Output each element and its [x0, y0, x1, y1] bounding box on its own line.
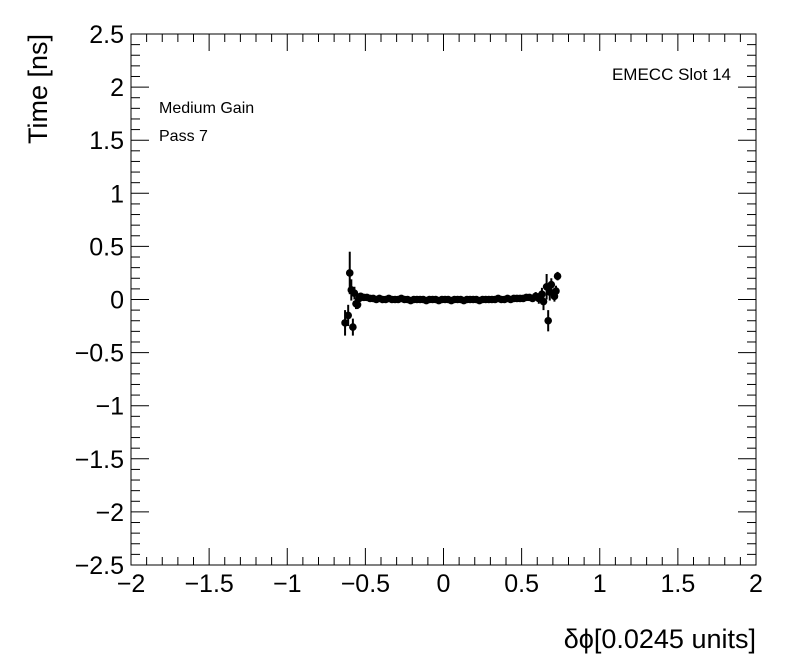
y-tick-label: −2	[95, 499, 124, 527]
x-tick-label: −2	[117, 570, 146, 598]
y-axis-title: Time [ns]	[23, 34, 53, 144]
data-point	[538, 290, 546, 298]
data-point	[345, 269, 354, 277]
x-tick-label: −1.5	[184, 570, 233, 598]
data-point	[341, 319, 349, 327]
y-tick-label: −0.5	[75, 340, 124, 368]
annotation-pass: Pass 7	[159, 128, 208, 145]
x-tick-label: −1	[273, 570, 302, 598]
data-point	[552, 287, 560, 295]
y-tick-label: −1	[95, 393, 124, 421]
x-tick-label: 1.5	[660, 570, 695, 598]
data-point	[344, 311, 352, 320]
data-point	[539, 297, 548, 306]
y-tick-label: −1.5	[75, 446, 124, 474]
y-tick-label: 1.5	[89, 127, 124, 155]
y-tick-label: 2.5	[89, 21, 124, 49]
data-point	[349, 323, 357, 331]
x-tick-label: 0.5	[504, 570, 539, 598]
y-tick-label: 2	[110, 74, 124, 102]
data-points	[341, 251, 562, 336]
data-point	[544, 316, 552, 325]
y-tick-label: 0.5	[89, 233, 124, 261]
data-point	[553, 272, 562, 280]
y-tick-label: −2.5	[75, 552, 124, 580]
x-axis-title: δϕ[0.0245 units]	[564, 624, 756, 654]
annotation-gain: Medium Gain	[159, 100, 254, 117]
x-tick-label: 0	[437, 570, 451, 598]
x-tick-labels: −2 −1.5 −1 −0.5 0 0.5 1 1.5 2	[117, 570, 763, 598]
y-tick-label: 0	[110, 287, 124, 315]
x-tick-label: 1	[593, 570, 607, 598]
data-point	[547, 280, 556, 289]
y-tick-label: 1	[110, 180, 124, 208]
x-tick-label: 2	[749, 570, 763, 598]
data-point	[350, 289, 359, 297]
data-point	[353, 301, 362, 309]
axis-ticks	[130, 33, 757, 566]
y-tick-labels: −2.5 −2 −1.5 −1 −0.5 0 0.5 1 1.5 2 2.5	[75, 21, 124, 580]
x-tick-label: −0.5	[341, 570, 390, 598]
annotation-slot: EMECC Slot 14	[612, 65, 731, 84]
